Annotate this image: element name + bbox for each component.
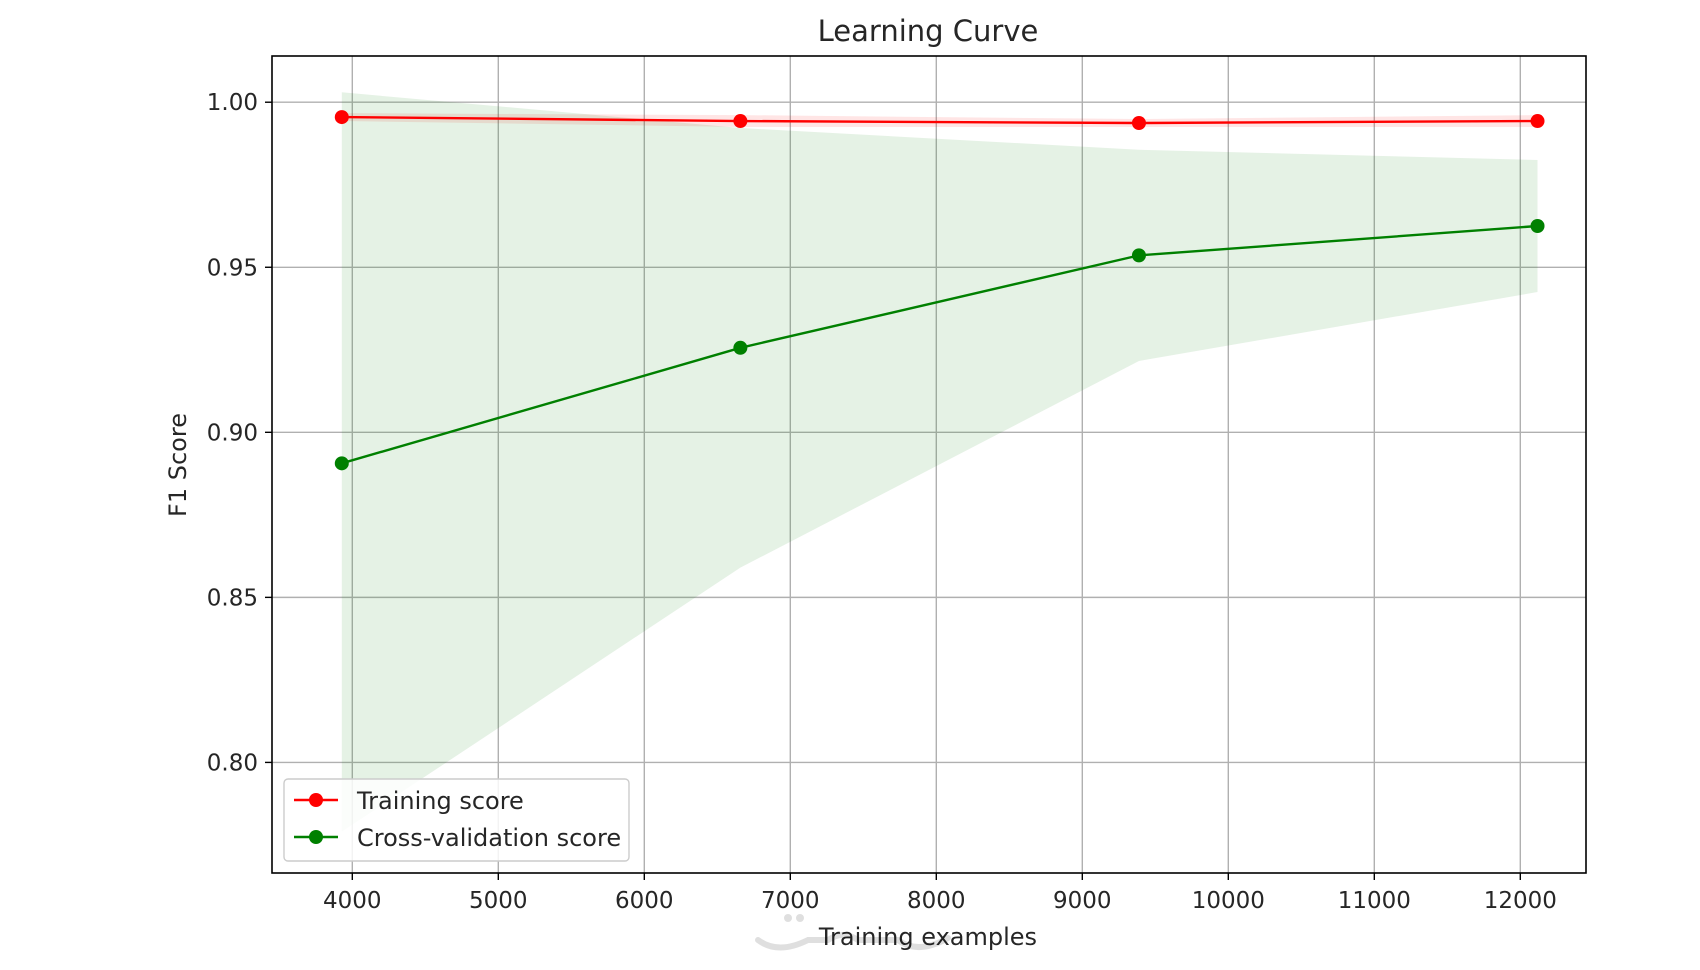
y-tick-label: 0.95 <box>207 255 258 281</box>
x-tick-label: 10000 <box>1192 888 1265 914</box>
point-cv <box>1530 219 1545 234</box>
x-tick-label: 8000 <box>907 888 966 914</box>
legend-box <box>283 778 630 862</box>
point-training <box>733 114 748 129</box>
y-tick-label: 0.85 <box>207 585 258 611</box>
point-training <box>1131 116 1146 131</box>
x-tick-label: 6000 <box>615 888 674 914</box>
point-training <box>1530 114 1545 129</box>
x-axis-title: Training examples <box>818 923 1037 951</box>
point-cv <box>334 456 349 471</box>
x-tick-label: 7000 <box>761 888 820 914</box>
line-cv <box>341 224 1538 465</box>
y-axis-ticks: 0.80 0.85 0.90 0.95 1.00 <box>207 90 272 776</box>
x-gridlines <box>351 56 1522 873</box>
x-tick-label: 12000 <box>1484 888 1557 914</box>
y-axis-title: F1 Score <box>164 413 192 517</box>
x-axis-ticks: 4000 5000 6000 7000 8000 9000 10000 11000 12000 <box>323 873 1557 914</box>
point-cv <box>1131 248 1146 263</box>
legend: Training score Cross-validation score <box>283 778 630 862</box>
point-cv <box>733 340 748 355</box>
line-training <box>341 115 1538 125</box>
chart-title: Learning Curve <box>818 14 1039 48</box>
x-tick-label: 11000 <box>1338 888 1411 914</box>
legend-label-training: Training score <box>356 787 524 815</box>
band-cv <box>341 92 1538 832</box>
plot-area-frame <box>271 55 1587 874</box>
y-gridlines <box>272 101 1586 764</box>
y-tick-label: 0.80 <box>207 750 258 776</box>
x-tick-label: 9000 <box>1053 888 1112 914</box>
y-tick-label: 0.90 <box>207 420 258 446</box>
y-tick-label: 1.00 <box>207 90 258 116</box>
watermark-logo <box>755 914 951 951</box>
legend-marker-cv <box>309 830 323 844</box>
series-lines <box>341 115 1538 465</box>
x-tick-label: 5000 <box>469 888 528 914</box>
series-markers <box>334 110 1545 471</box>
confidence-bands <box>341 92 1538 832</box>
legend-marker-training <box>309 793 323 807</box>
legend-label-cv: Cross-validation score <box>357 824 621 852</box>
x-tick-label: 4000 <box>323 888 382 914</box>
point-training <box>334 110 349 125</box>
